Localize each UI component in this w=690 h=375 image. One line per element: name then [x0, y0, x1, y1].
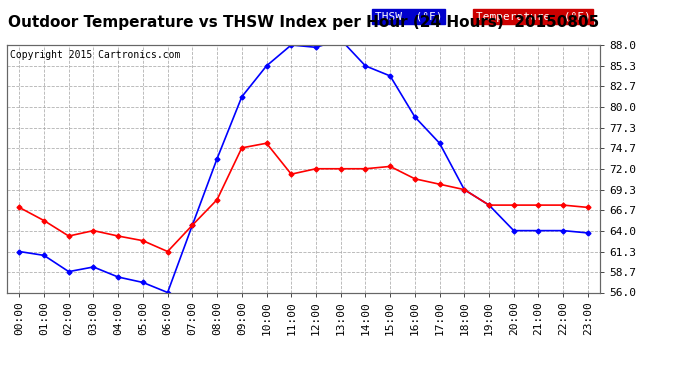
Text: Outdoor Temperature vs THSW Index per Hour (24 Hours)  20150805: Outdoor Temperature vs THSW Index per Ho… — [8, 15, 599, 30]
Text: Copyright 2015 Cartronics.com: Copyright 2015 Cartronics.com — [10, 50, 180, 60]
Text: Temperature  (°F): Temperature (°F) — [475, 12, 591, 21]
Text: THSW  (°F): THSW (°F) — [375, 12, 442, 21]
